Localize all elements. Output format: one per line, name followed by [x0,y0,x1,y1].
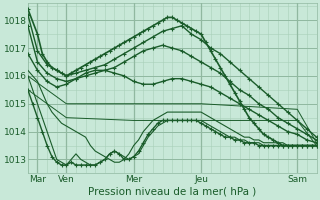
X-axis label: Pression niveau de la mer( hPa ): Pression niveau de la mer( hPa ) [88,187,256,197]
